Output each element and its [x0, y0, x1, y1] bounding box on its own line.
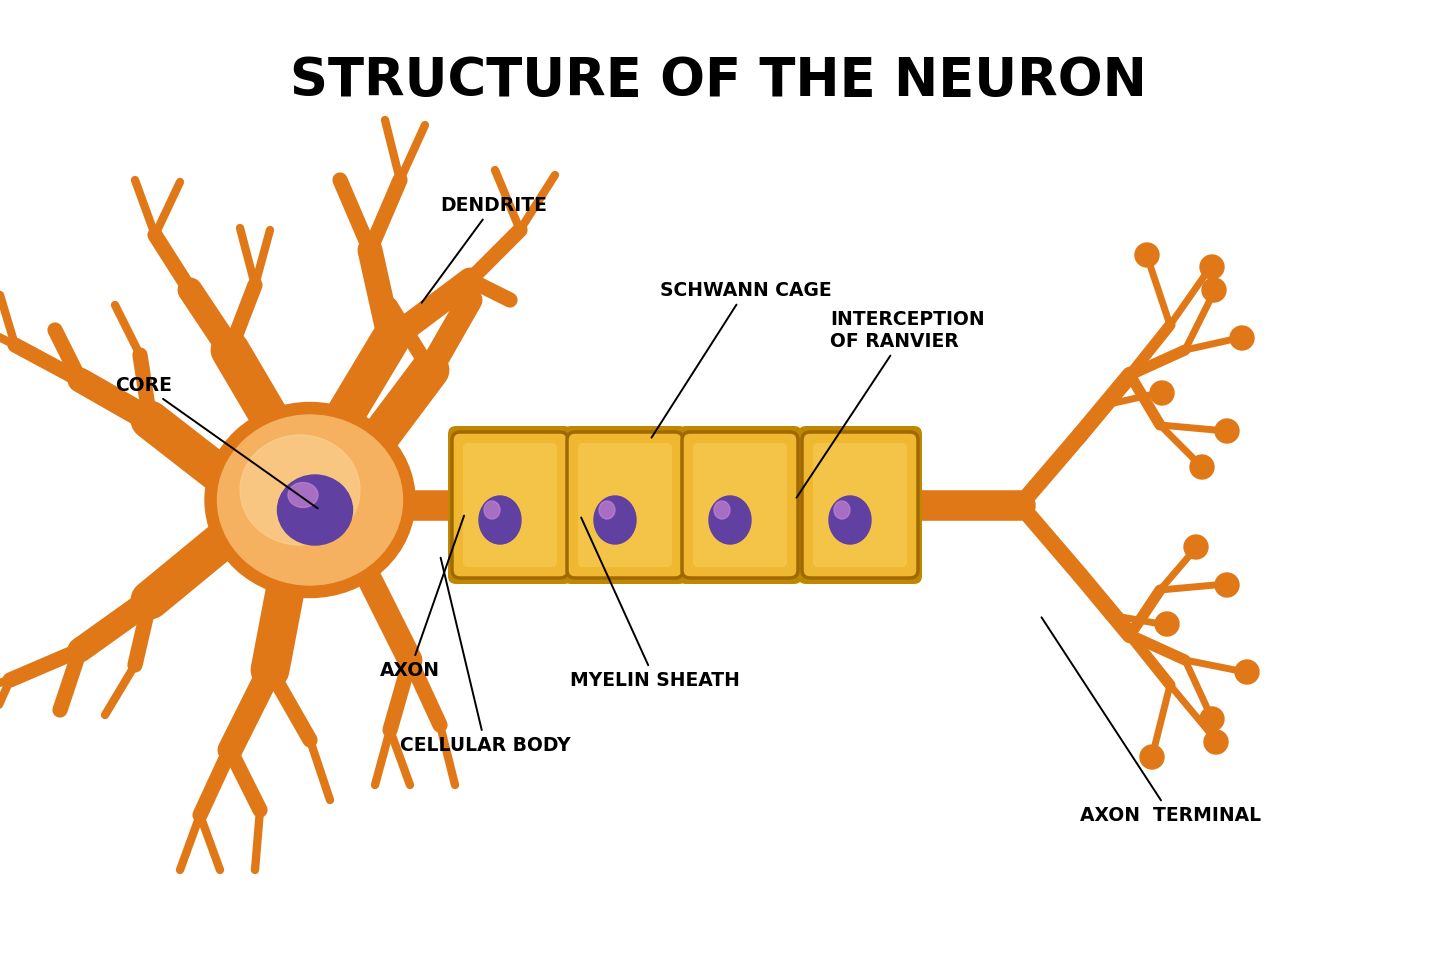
Circle shape: [1204, 730, 1229, 754]
Circle shape: [1216, 419, 1239, 443]
Circle shape: [1184, 535, 1209, 559]
Ellipse shape: [205, 403, 415, 598]
FancyBboxPatch shape: [813, 443, 907, 567]
Ellipse shape: [217, 415, 402, 585]
Circle shape: [1201, 278, 1226, 302]
Circle shape: [1234, 660, 1259, 684]
FancyBboxPatch shape: [568, 432, 683, 578]
FancyBboxPatch shape: [798, 426, 923, 584]
Circle shape: [1230, 326, 1255, 350]
Ellipse shape: [599, 501, 615, 519]
Text: MYELIN SHEATH: MYELIN SHEATH: [570, 517, 740, 690]
Text: CORE: CORE: [115, 375, 318, 509]
Circle shape: [1150, 381, 1174, 405]
Ellipse shape: [287, 482, 318, 508]
FancyBboxPatch shape: [802, 432, 918, 578]
Ellipse shape: [708, 496, 752, 544]
FancyBboxPatch shape: [683, 432, 798, 578]
Text: AXON  TERMINAL: AXON TERMINAL: [1042, 617, 1262, 824]
Circle shape: [1216, 573, 1239, 597]
FancyBboxPatch shape: [578, 443, 673, 567]
Text: STRUCTURE OF THE NEURON: STRUCTURE OF THE NEURON: [290, 55, 1147, 107]
Ellipse shape: [240, 435, 361, 545]
FancyBboxPatch shape: [448, 426, 572, 584]
Circle shape: [1190, 455, 1214, 479]
FancyBboxPatch shape: [453, 432, 568, 578]
Text: SCHWANN CAGE: SCHWANN CAGE: [651, 280, 832, 438]
Text: INTERCEPTION
OF RANVIER: INTERCEPTION OF RANVIER: [796, 310, 984, 498]
Ellipse shape: [479, 496, 522, 544]
Ellipse shape: [714, 501, 730, 519]
FancyBboxPatch shape: [463, 443, 558, 567]
Ellipse shape: [277, 475, 352, 545]
Circle shape: [1200, 707, 1224, 731]
Circle shape: [1155, 612, 1178, 636]
Ellipse shape: [484, 501, 500, 519]
Ellipse shape: [833, 501, 851, 519]
Circle shape: [1135, 243, 1160, 267]
FancyBboxPatch shape: [678, 426, 802, 584]
Circle shape: [1200, 255, 1224, 279]
Ellipse shape: [829, 496, 871, 544]
Circle shape: [1140, 745, 1164, 769]
FancyBboxPatch shape: [693, 443, 787, 567]
FancyBboxPatch shape: [563, 426, 687, 584]
Text: CELLULAR BODY: CELLULAR BODY: [399, 558, 570, 755]
Text: DENDRITE: DENDRITE: [421, 195, 547, 303]
Text: AXON: AXON: [379, 515, 464, 679]
Ellipse shape: [593, 496, 637, 544]
